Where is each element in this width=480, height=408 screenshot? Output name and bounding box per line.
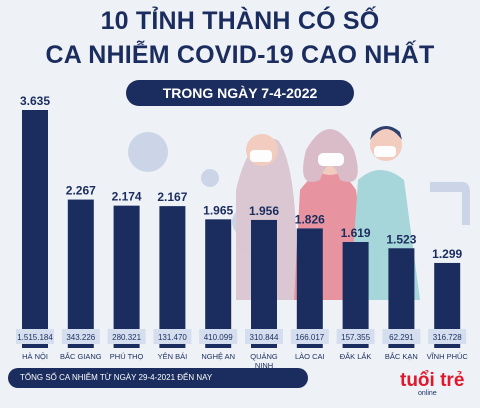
total-box-7	[290, 329, 329, 344]
value-label-6: 1.956	[249, 204, 279, 218]
category-label-9: BẮC KẠN	[385, 352, 418, 361]
person-3-hair-icon	[370, 126, 402, 140]
total-box-10	[428, 329, 467, 344]
person-1-mask-icon	[250, 150, 272, 162]
total-label-6: 310.844	[250, 333, 279, 342]
bar-3	[113, 205, 140, 348]
total-label-4: 131.470	[158, 333, 187, 342]
title-line-2: CA NHIỄM COVID-19 CAO NHẤT	[45, 41, 435, 69]
value-label-8: 1.619	[341, 226, 371, 240]
totals-group: 1.515.184 343.226 280.321 131.470 410.099 310…	[16, 329, 467, 344]
value-label-3: 2.174	[112, 190, 142, 204]
category-label-3: PHÚ THỌ	[110, 352, 144, 361]
person-2-mask-icon	[318, 153, 344, 166]
value-label-9: 1.523	[386, 232, 416, 246]
total-label-9: 62.291	[389, 333, 414, 342]
category-label-2: BẮC GIANG	[60, 352, 102, 361]
tuoi-tre-logo: tuổi trẻ online	[400, 370, 464, 397]
category-label-10: VĨNH PHÚC	[427, 352, 469, 361]
value-label-1: 3.635	[20, 94, 50, 108]
value-label-5: 1.965	[203, 203, 233, 217]
total-label-1: 1.515.184	[17, 333, 53, 342]
category-label-6: QUẢNG NINH	[250, 352, 278, 370]
title-line-1: 10 TỈNH THÀNH CÓ SỐ	[100, 7, 380, 35]
bar-1	[22, 110, 48, 348]
total-box-6	[245, 329, 283, 344]
bar-4	[159, 206, 186, 348]
category-label-1: HÀ NỘI	[22, 352, 48, 361]
total-label-10: 316.728	[433, 333, 462, 342]
category-labels-group: HÀ NỘI BẮC GIANG PHÚ THỌ YÊN BÁI NGHỆ AN QUẢN…	[22, 352, 468, 370]
value-label-4: 2.167	[157, 190, 187, 204]
value-labels-group: 3.635 2.267 2.174 2.167 1.965 1.956 1.826 1.619…	[20, 94, 463, 261]
total-box-4	[153, 329, 192, 344]
person-3-mask-icon	[374, 146, 396, 157]
total-box-8	[336, 329, 375, 344]
logo-online-text: online	[418, 390, 437, 397]
date-subtitle: TRONG NGÀY 7-4-2022	[126, 80, 354, 106]
value-label-2: 2.267	[66, 184, 96, 198]
bar-6	[251, 219, 277, 348]
total-label-8: 157.355	[341, 333, 370, 342]
total-label-2: 343.226	[66, 333, 95, 342]
value-label-10: 1.299	[432, 247, 462, 261]
bar-5	[205, 219, 232, 348]
category-label-7: LÀO CAI	[295, 352, 325, 361]
total-box-2	[61, 329, 100, 344]
logo-text: tuổi trẻ	[400, 370, 464, 391]
value-label-7: 1.826	[295, 212, 325, 226]
category-label-4: YÊN BÁI	[158, 352, 188, 361]
category-label-5: NGHỆ AN	[201, 352, 235, 361]
total-box-3	[107, 329, 146, 344]
total-label-5: 410.099	[204, 333, 233, 342]
total-label-7: 166.017	[295, 333, 324, 342]
virus-icon	[128, 132, 168, 172]
virus-icon	[201, 169, 219, 187]
bar-2	[67, 199, 94, 348]
total-box-1	[16, 329, 54, 344]
bar-7	[296, 228, 323, 348]
total-label-3: 280.321	[112, 333, 141, 342]
category-label-8: ĐẮK LẮK	[340, 352, 372, 361]
total-box-5	[199, 329, 238, 344]
footer-note: TỔNG SỐ CA NHIỄM TỪ NGÀY 29-4-2021 ĐẾN N…	[8, 368, 308, 388]
total-box-9	[382, 329, 421, 344]
faucet-icon	[430, 182, 470, 225]
bars-group	[22, 110, 461, 348]
